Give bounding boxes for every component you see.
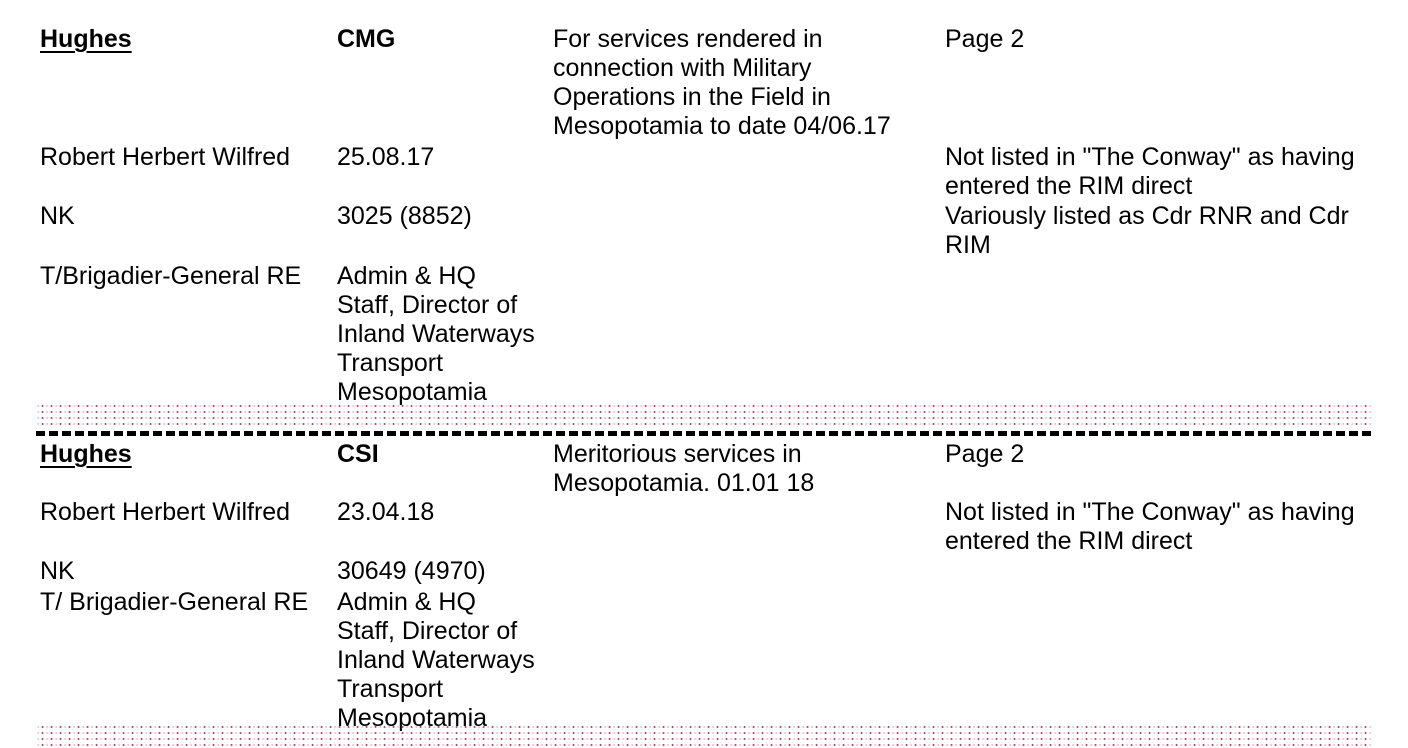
posting-line: Staff, Director of — [337, 291, 518, 319]
page-label: Page 2 — [945, 440, 1025, 468]
description-line: Meritorious services in — [553, 440, 802, 468]
description-line: For services rendered in — [553, 25, 823, 53]
posting-cell: Admin & HQ Staff, Director of Inland Wat… — [337, 262, 535, 407]
dotted-separator-band — [36, 401, 1372, 429]
posting-line: Staff, Director of — [337, 617, 518, 645]
surname-cell: Hughes — [40, 440, 132, 468]
award-cell: CMG — [337, 25, 396, 53]
description-cell: Meritorious services in Mesopotamia. 01.… — [553, 440, 814, 498]
nk-cell: NK — [40, 557, 75, 585]
posting-line: Inland Waterways — [337, 646, 535, 674]
award-date-cell: 25.08.17 — [337, 143, 435, 171]
forenames-cell: Robert Herbert Wilfred — [40, 498, 291, 526]
posting-line: Transport — [337, 675, 444, 703]
note-line: RIM — [945, 231, 991, 259]
award-cell: CSI — [337, 440, 379, 468]
page-label: Page 2 — [945, 25, 1025, 53]
note-line: entered the RIM direct — [945, 527, 1193, 555]
description-line: Mesopotamia. 01.01 18 — [553, 469, 815, 497]
posting-line: Transport — [337, 349, 444, 377]
note-cell: Not listed in "The Conway" as having ent… — [945, 498, 1355, 556]
note-line: entered the RIM direct — [945, 172, 1193, 200]
award-date-cell: 23.04.18 — [337, 498, 435, 526]
posting-line: Admin & HQ — [337, 588, 476, 616]
surname-cell: Hughes — [40, 25, 132, 53]
posting-cell: Admin & HQ Staff, Director of Inland Wat… — [337, 588, 535, 733]
service-number-cell: 3025 (8852) — [337, 202, 472, 230]
note-line: Variously listed as Cdr RNR and Cdr — [945, 202, 1349, 230]
note-line: Not listed in "The Conway" as having — [945, 143, 1355, 171]
posting-line: Admin & HQ — [337, 262, 476, 290]
rank-cell: T/Brigadier-General RE — [40, 262, 302, 290]
description-line: Operations in the Field in — [553, 83, 831, 111]
rank-cell: T/ Brigadier-General RE — [40, 588, 309, 616]
service-number-cell: 30649 (4970) — [337, 557, 486, 585]
note-cell: Not listed in "The Conway" as having ent… — [945, 143, 1355, 201]
posting-line: Inland Waterways — [337, 320, 535, 348]
dotted-separator-band — [36, 722, 1372, 748]
dashed-divider — [36, 431, 1372, 436]
note-line: Not listed in "The Conway" as having — [945, 498, 1355, 526]
nk-cell: NK — [40, 202, 75, 230]
description-line: connection with Military — [553, 54, 812, 82]
forenames-cell: Robert Herbert Wilfred — [40, 143, 291, 171]
description-cell: For services rendered in connection with… — [553, 25, 891, 141]
note-cell: Variously listed as Cdr RNR and Cdr RIM — [945, 202, 1349, 260]
description-line: Mesopotamia to date 04/06.17 — [553, 112, 891, 140]
